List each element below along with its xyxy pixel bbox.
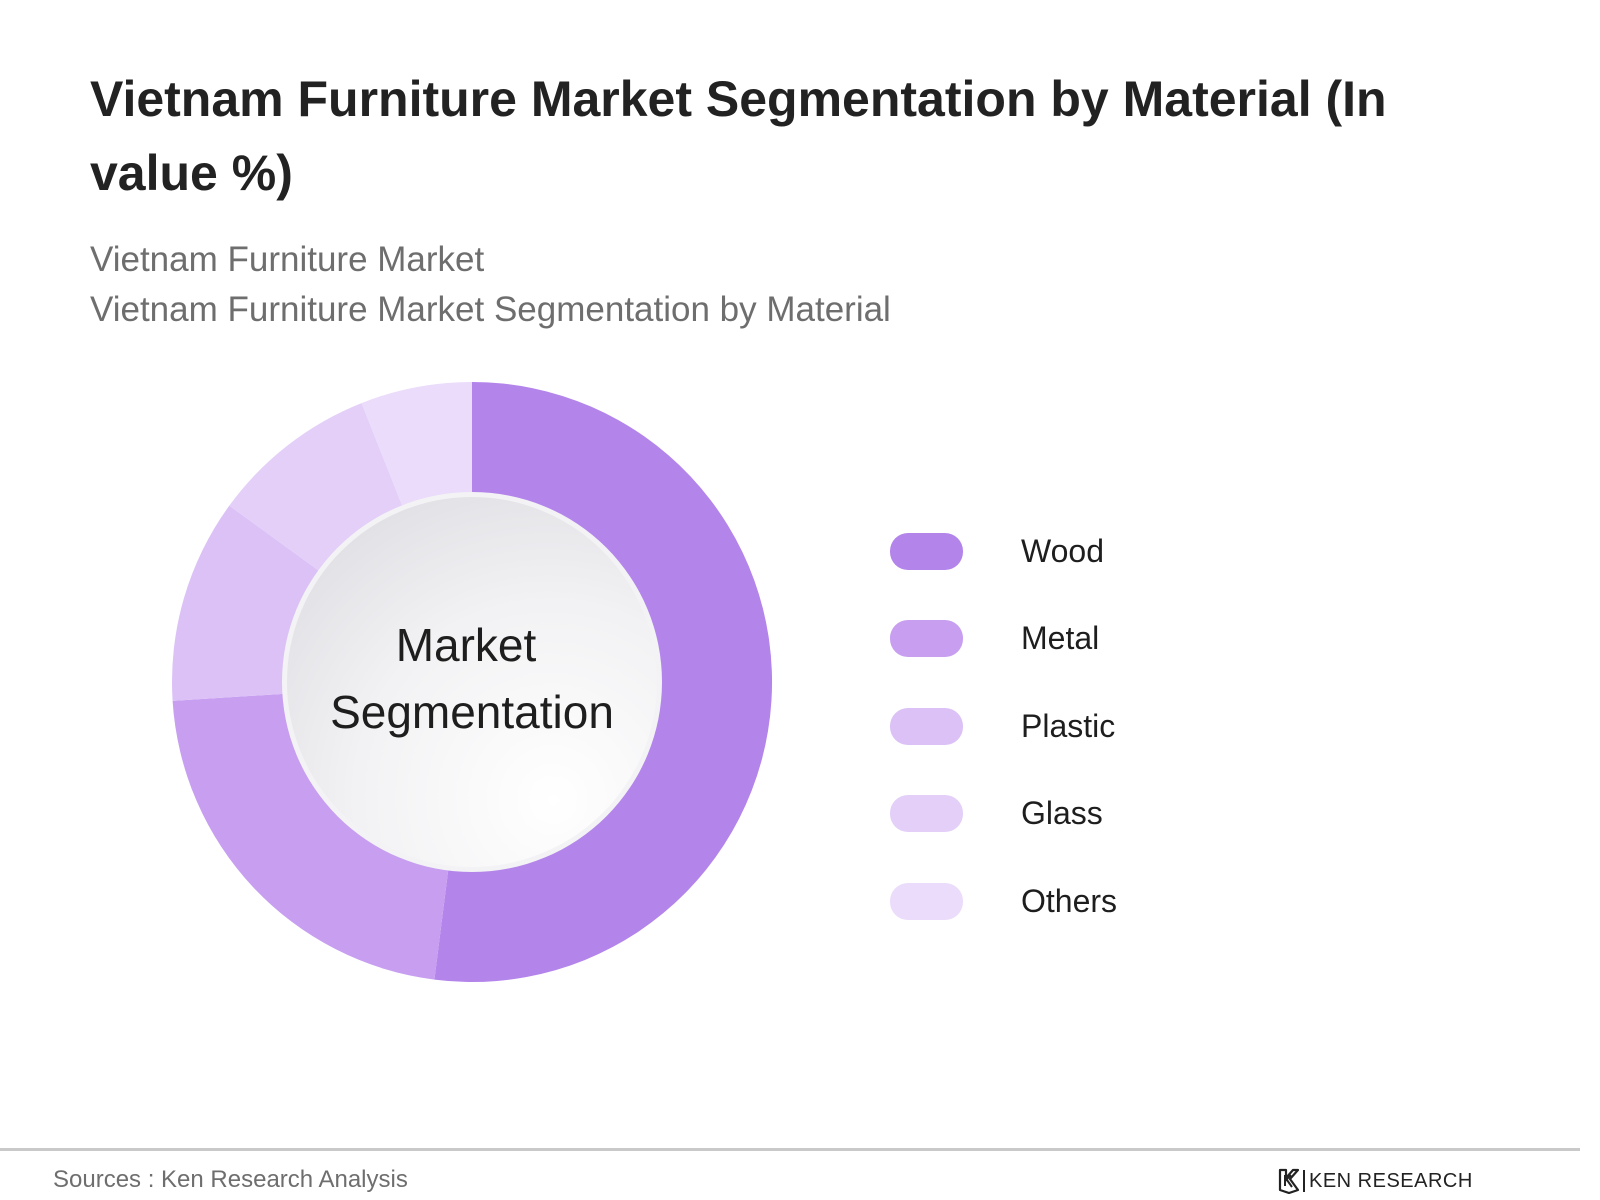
brand-separator — [1303, 1170, 1305, 1192]
legend-item-glass: Glass — [890, 795, 1117, 833]
chart-subtitle-segmentation: Vietnam Furniture Market Segmentation by… — [90, 290, 891, 329]
legend-label-glass: Glass — [1021, 795, 1103, 831]
center-label-line1: Market — [396, 619, 537, 671]
donut-center-disc — [287, 497, 657, 867]
brand-name: KEN RESEARCH — [1309, 1169, 1473, 1192]
legend-label-plastic: Plastic — [1021, 707, 1116, 744]
legend-label-metal: Metal — [1021, 620, 1100, 656]
brand: KEN RESEARCH — [1278, 1168, 1473, 1194]
legend-swatch-wood — [890, 532, 963, 570]
legend-item-others: Others — [890, 882, 1117, 920]
chart-subtitle-market: Vietnam Furniture Market — [90, 240, 485, 279]
legend-label-others: Others — [1021, 882, 1118, 919]
legend-swatch-others — [890, 882, 963, 920]
legend-swatch-metal — [890, 620, 963, 657]
footer-divider — [0, 1148, 1580, 1151]
ken-research-logo-icon — [1278, 1168, 1300, 1194]
legend-label-wood: Wood — [1021, 532, 1105, 569]
legend-swatch-glass — [890, 795, 963, 832]
legend-item-wood: Wood — [890, 532, 1117, 570]
legend-item-metal: Metal — [890, 620, 1117, 658]
legend-swatch-plastic — [890, 707, 963, 745]
footer-sources: Sources : Ken Research Analysis — [53, 1166, 408, 1193]
chart-title: Vietnam Furniture Market Segmentation by… — [90, 71, 1387, 201]
donut-chart: Market Segmentation — [171, 381, 773, 982]
legend-item-plastic: Plastic — [890, 707, 1117, 745]
chart-legend: Wood Metal Plastic Glass Others — [890, 532, 1117, 970]
center-label-line2: Segmentation — [330, 686, 614, 738]
